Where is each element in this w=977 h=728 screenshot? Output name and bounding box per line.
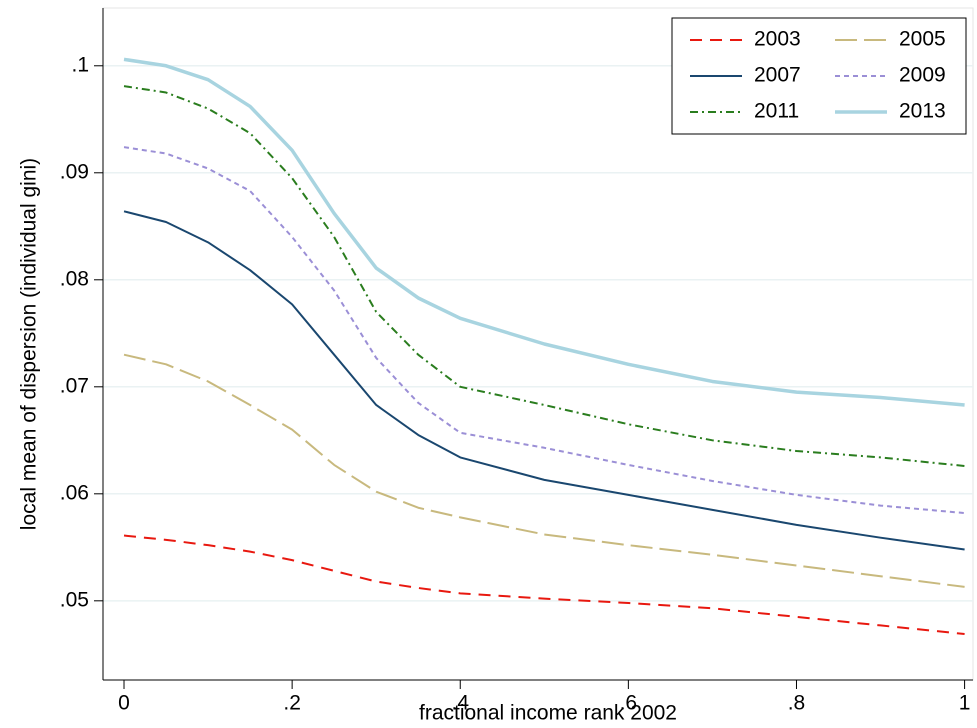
series-line bbox=[123, 534, 965, 635]
series-line bbox=[123, 353, 965, 588]
series-line bbox=[123, 146, 965, 515]
series-line bbox=[123, 57, 965, 407]
y-tick-label: .05 bbox=[60, 588, 89, 611]
series-line bbox=[123, 210, 965, 551]
legend-label: 2009 bbox=[899, 64, 946, 87]
x-tick-label: .8 bbox=[788, 692, 806, 715]
y-tick-label: .1 bbox=[71, 53, 89, 76]
legend-label: 2011 bbox=[754, 100, 799, 123]
x-tick-label: .4 bbox=[451, 692, 469, 715]
legend-label: 2005 bbox=[899, 28, 946, 51]
y-tick-label: .07 bbox=[60, 374, 89, 397]
x-tick-label: 1 bbox=[959, 692, 971, 715]
legend-label: 2013 bbox=[899, 100, 946, 123]
legend-label: 2007 bbox=[754, 64, 801, 87]
x-tick-label: .6 bbox=[620, 692, 638, 715]
x-axis-title: fractional income rank 2002 bbox=[419, 702, 677, 725]
y-axis-title: local mean of dispersion (individual gin… bbox=[18, 158, 41, 530]
y-tick-label: .09 bbox=[60, 160, 89, 183]
y-tick-label: .06 bbox=[60, 481, 89, 504]
series-line bbox=[123, 85, 965, 467]
legend-label: 2003 bbox=[754, 28, 801, 51]
x-tick-label: .2 bbox=[283, 692, 301, 715]
x-tick-label: 0 bbox=[118, 692, 130, 715]
y-tick-label: .08 bbox=[60, 267, 89, 290]
